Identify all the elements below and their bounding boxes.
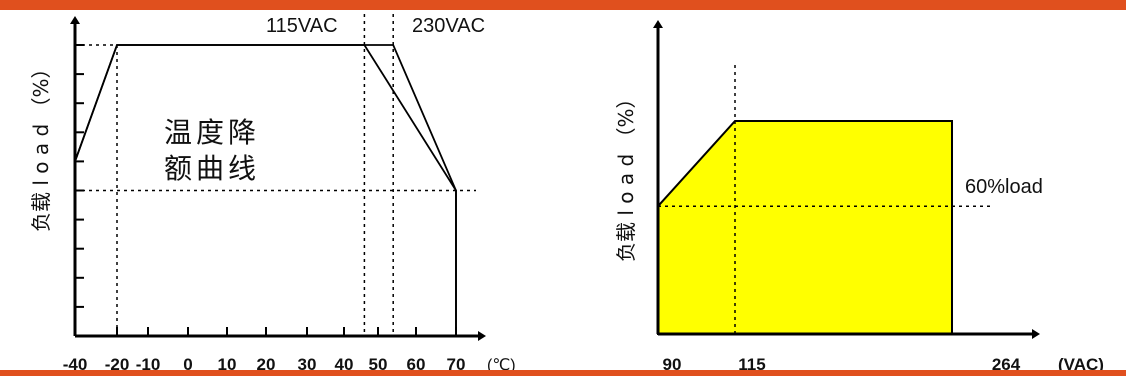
c1-x-tick-label: 0 bbox=[183, 355, 192, 374]
c2-area-polygon bbox=[657, 120, 953, 335]
c1-x-tick-label: -40 bbox=[63, 355, 88, 374]
c1-x-tick-label: 60 bbox=[407, 355, 426, 374]
c1-x-tick-label: 70 bbox=[447, 355, 466, 374]
c2-x-tick-label: 115 bbox=[738, 355, 765, 374]
footer-banner bbox=[0, 370, 1126, 376]
c1-label-115vac: 115VAC bbox=[266, 15, 338, 37]
c2-x-tick-label: 90 bbox=[663, 355, 682, 374]
c2-axes bbox=[653, 20, 1040, 339]
c2-y-axis-label: 负载 l o a d （%） bbox=[614, 88, 638, 262]
c2-annotation-60-load: 60%load bbox=[965, 176, 1043, 198]
c1-title-line-2: 额曲线 bbox=[164, 152, 260, 185]
c2-x-tick-label: 264 bbox=[992, 355, 1021, 374]
c1-y-axis-label: 负载 l o a d （%） bbox=[29, 58, 53, 232]
c1-label-230vac: 230VAC bbox=[412, 15, 485, 37]
c2-x-tick-labels: 90 115 264 bbox=[663, 355, 1021, 374]
c2-reference-lines bbox=[658, 65, 990, 334]
c1-title-line-1: 温度降 bbox=[164, 116, 260, 149]
input-voltage-derating-chart: 90 115 264 (VAC) 60%load 负载 l o a d （%） bbox=[614, 20, 1104, 374]
c1-x-tick-label: -20 bbox=[105, 355, 130, 374]
c1-x-tick-label: 30 bbox=[298, 355, 317, 374]
c1-x-tick-label: 10 bbox=[218, 355, 237, 374]
c1-x-tick-labels: -40 -20 -10 0 10 20 30 40 50 60 70 bbox=[63, 355, 466, 374]
c1-x-unit: (℃) bbox=[487, 357, 516, 374]
c1-x-tick-label: -10 bbox=[136, 355, 161, 374]
c1-series-line-2 bbox=[74, 44, 457, 336]
c1-axes bbox=[70, 16, 486, 341]
temperature-derating-chart: -40 -20 -10 0 10 20 30 40 50 60 70 (℃) 115VAC 230V… bbox=[29, 14, 516, 374]
header-banner bbox=[0, 0, 1126, 10]
c1-reference-lines bbox=[75, 14, 476, 336]
c1-series bbox=[74, 44, 457, 336]
c2-area bbox=[657, 120, 953, 335]
c1-x-tick-label: 40 bbox=[335, 355, 354, 374]
c1-x-tick-label: 50 bbox=[369, 355, 388, 374]
c2-x-unit: (VAC) bbox=[1058, 355, 1104, 374]
c1-x-tick-label: 20 bbox=[257, 355, 276, 374]
